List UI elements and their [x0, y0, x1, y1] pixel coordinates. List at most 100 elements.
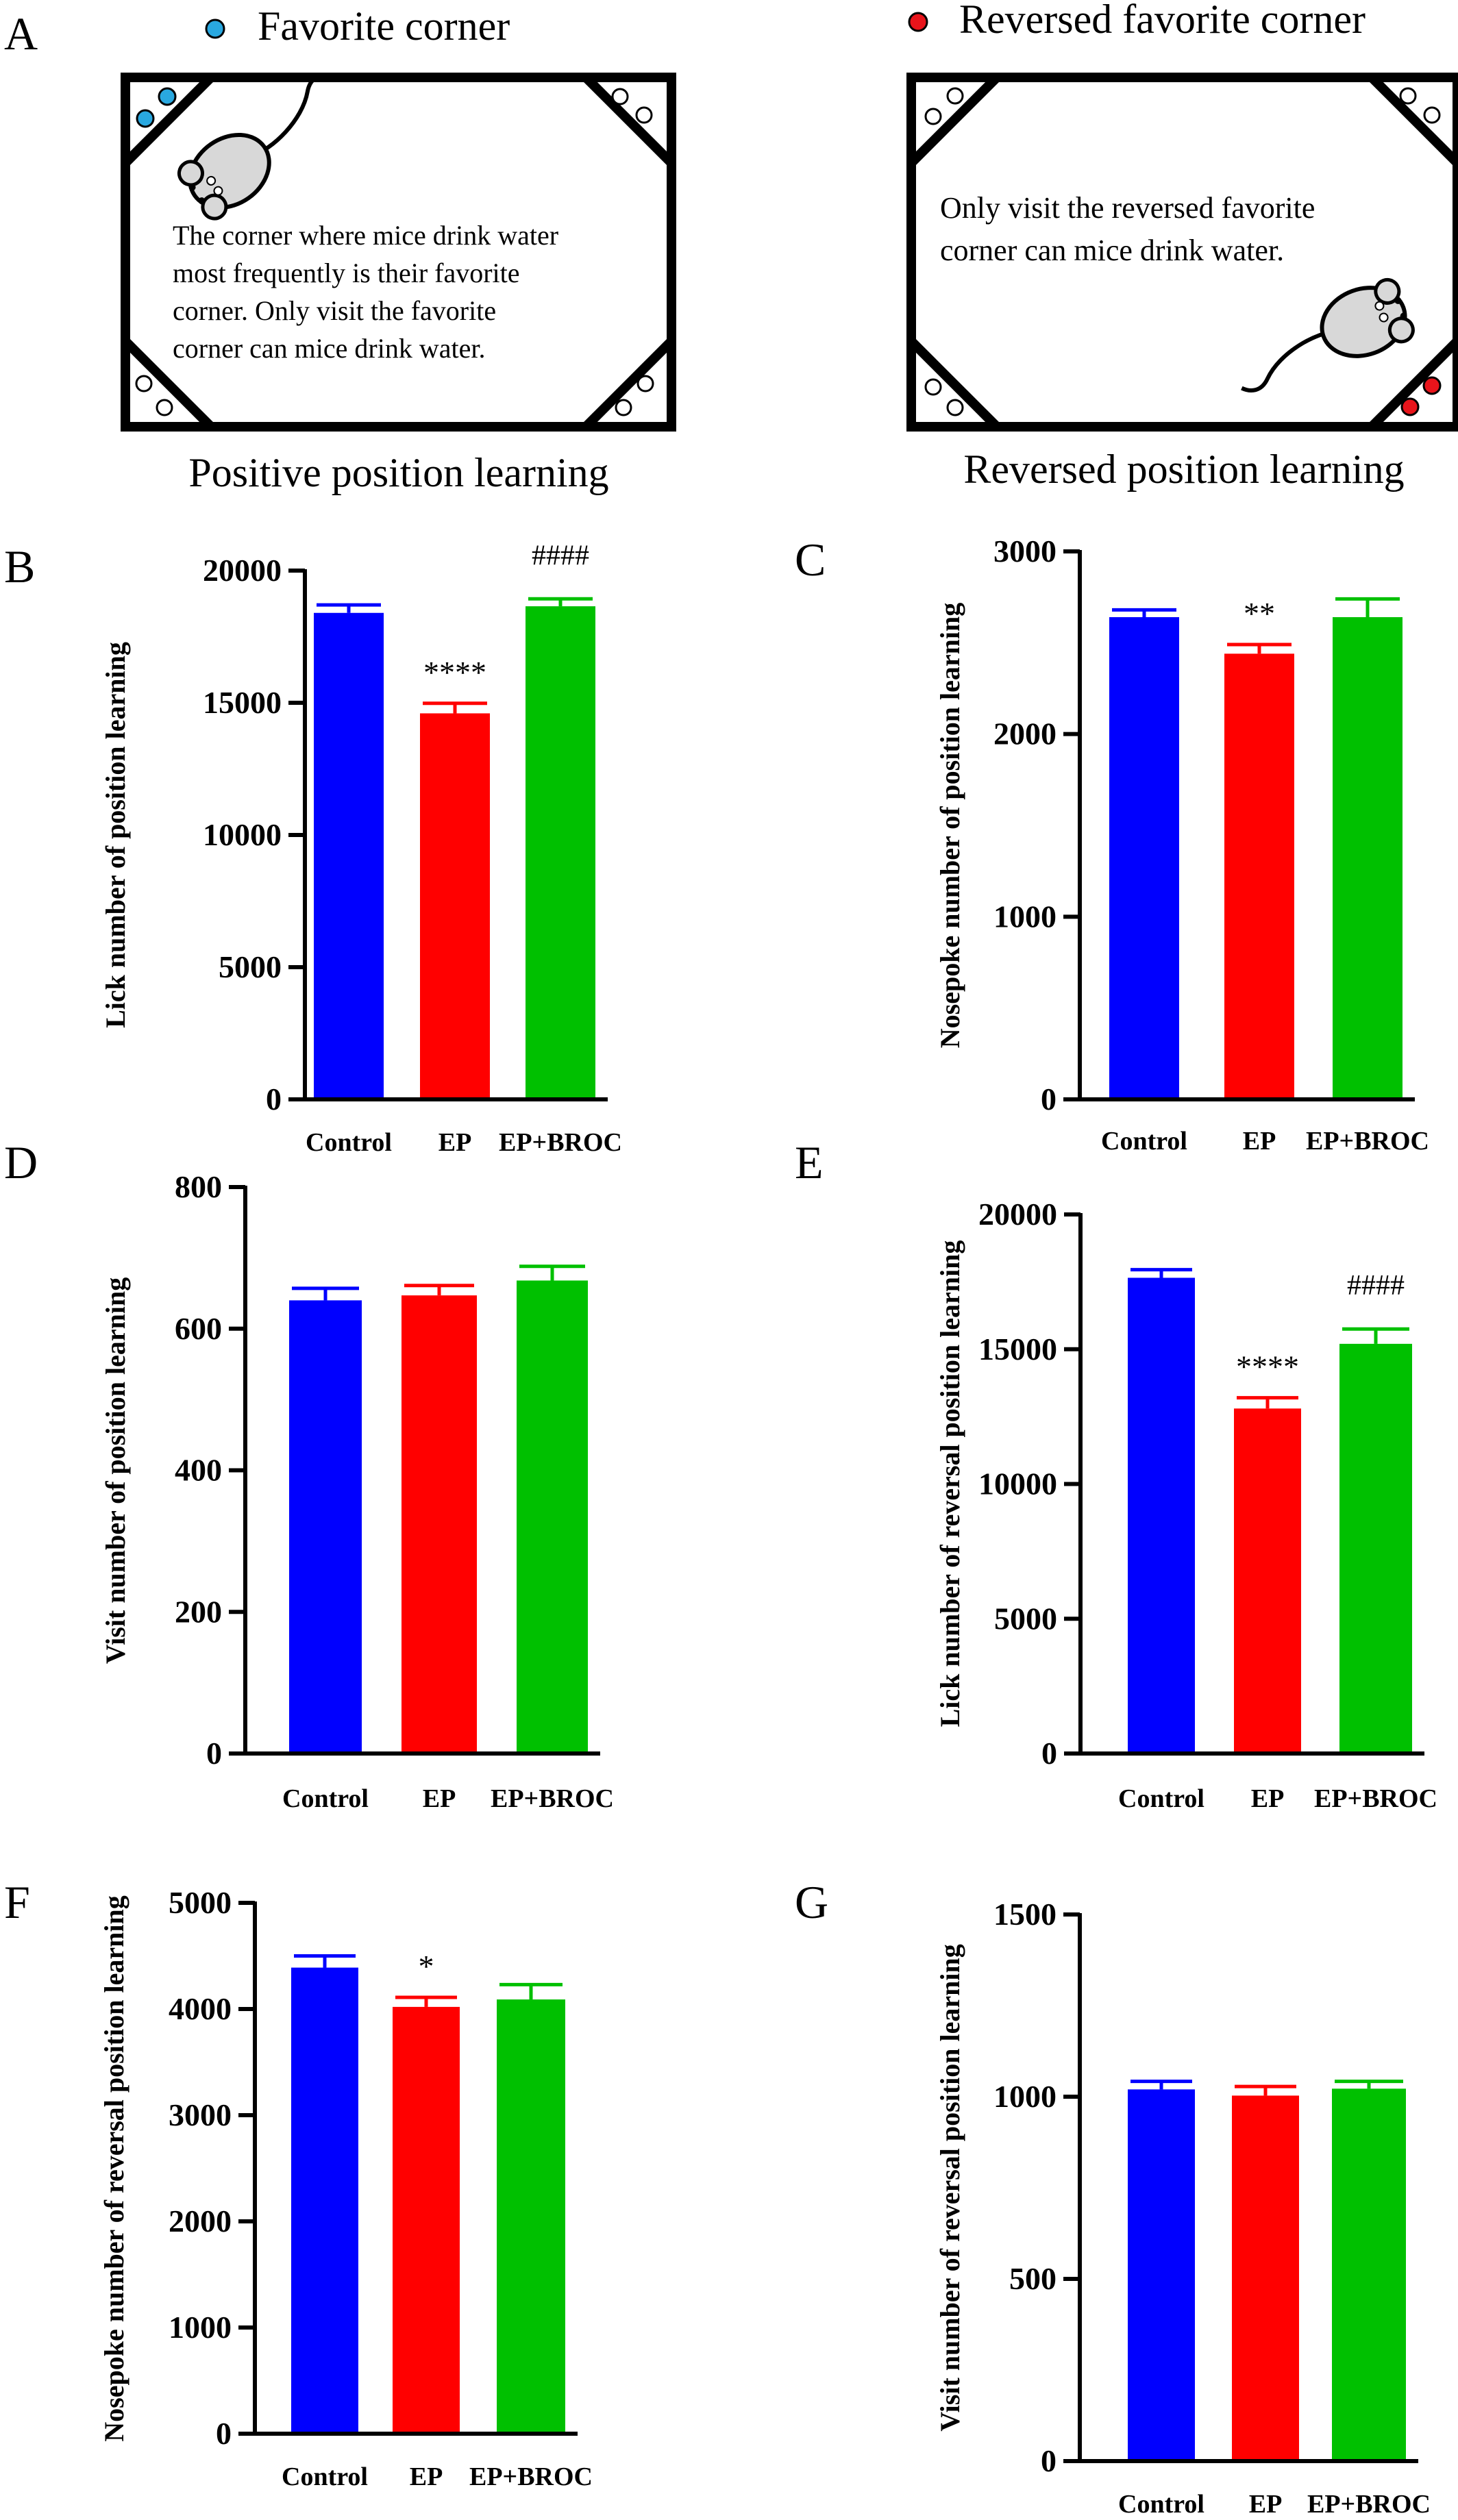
right-corner-dot — [946, 399, 964, 416]
y-axis-label: Nosepoke number of reversal position lea… — [99, 1895, 129, 2441]
y-tick-label: 5000 — [219, 949, 282, 984]
y-tick-label: 20000 — [203, 553, 282, 588]
left-corner-dot — [156, 399, 173, 416]
chart-panel-c: Control ** EP EP+BROC 0 1000 2000 3000 Nosepoke … — [935, 534, 1429, 1156]
y-tick-label: 600 — [175, 1311, 222, 1346]
x-tick-label: Control — [1118, 2490, 1204, 2519]
right-arena-caption: Reversed position learning — [963, 447, 1404, 492]
left-corner-dot — [611, 88, 629, 105]
bar-control — [1109, 617, 1179, 1099]
x-tick-label: EP+BROC — [1314, 1784, 1437, 1813]
x-tick-label: Control — [1118, 1784, 1204, 1813]
left-arena-frame — [121, 73, 676, 432]
significance-annotation: #### — [532, 540, 589, 571]
x-tick-label: EP — [1243, 1127, 1276, 1156]
bar-control — [291, 1967, 358, 2434]
y-tick-label: 1500 — [993, 1897, 1057, 1932]
bar-ep-broc — [526, 606, 595, 1099]
right-arena: Only visit the reversed favorite corner … — [906, 73, 1458, 432]
bar-ep — [401, 1295, 477, 1754]
bar-ep-broc — [1339, 1343, 1412, 1754]
y-tick-label: 1000 — [993, 899, 1057, 934]
y-tick-label: 800 — [175, 1169, 222, 1204]
chart-panel-e: Control **** EP #### EP+BROC 0 5000 10000 15000 2… — [935, 1197, 1437, 1813]
left-favorite-dot-2 — [158, 87, 177, 106]
y-tick-label: 10000 — [203, 817, 282, 852]
y-axis-label: Visit number of position learning — [100, 1277, 131, 1664]
x-tick-label: EP+BROC — [469, 2462, 593, 2491]
left-description-line: most frequently is their favorite — [173, 258, 520, 288]
y-tick-label: 3000 — [993, 534, 1057, 569]
left-favorite-dot-1 — [136, 109, 155, 128]
y-tick-label: 15000 — [203, 685, 282, 720]
bar-ep — [420, 713, 490, 1099]
left-corner-dot — [135, 375, 153, 392]
y-axis-label: Visit number of reversal position learni… — [935, 1944, 965, 2431]
right-corner-dot — [924, 378, 942, 396]
chart-panel-g: Control EP EP+BROC 0 500 1000 1500 Visit number… — [935, 1897, 1431, 2519]
bar-ep-broc — [1332, 2088, 1406, 2461]
x-tick-label: EP+BROC — [1306, 1127, 1429, 1156]
bar-control — [1128, 1277, 1195, 1754]
y-tick-label: 5000 — [994, 1601, 1057, 1636]
right-mouse-illustration — [1241, 277, 1415, 392]
y-tick-label: 0 — [216, 2416, 232, 2451]
reversed-corner-legend-text: Reversed favorite corner — [959, 0, 1366, 42]
x-tick-label: EP — [410, 2462, 443, 2491]
right-corner-dot — [1399, 87, 1417, 105]
right-reversed-dot-2 — [1422, 376, 1442, 395]
left-corner-dot — [635, 106, 653, 124]
y-tick-label: 1000 — [169, 2310, 232, 2345]
panel-letter-f: F — [4, 1876, 30, 1928]
y-tick-label: 2000 — [993, 716, 1057, 751]
bar-ep — [1232, 2095, 1299, 2461]
panel-a: A Favorite corner Reversed favorite corn… — [4, 0, 1458, 495]
x-tick-label: EP+BROC — [491, 1784, 614, 1813]
left-description-line: corner. Only visit the favorite — [173, 295, 496, 326]
right-arena-corners — [908, 74, 1458, 430]
bar-ep — [393, 2006, 460, 2434]
x-tick-label: EP+BROC — [1307, 2490, 1431, 2519]
chart-panel-b: Control **** EP #### EP+BROC 0 5000 10000 15000 2… — [100, 540, 622, 1157]
significance-annotation: **** — [423, 655, 486, 690]
x-tick-label: Control — [282, 2462, 368, 2491]
right-description-line: Only visit the reversed favorite — [940, 191, 1315, 225]
significance-annotation: **** — [1236, 1349, 1299, 1384]
bar-ep-broc — [517, 1280, 588, 1754]
right-corner-dot — [946, 87, 964, 105]
panel-letter-d: D — [4, 1136, 38, 1188]
y-tick-label: 20000 — [978, 1197, 1057, 1232]
y-tick-label: 10000 — [978, 1467, 1057, 1501]
x-tick-label: EP — [423, 1784, 456, 1813]
right-corner-dot — [1423, 106, 1441, 124]
y-tick-label: 500 — [1009, 2261, 1057, 2296]
favorite-corner-legend-dot — [205, 18, 225, 39]
x-tick-label: EP — [1251, 1784, 1285, 1813]
left-description-line: corner can mice drink water. — [173, 333, 485, 364]
bar-ep — [1224, 653, 1294, 1099]
left-mouse-illustration — [177, 73, 331, 221]
right-arena-frame — [906, 73, 1458, 432]
y-axis-label: Nosepoke number of position learning — [935, 603, 965, 1048]
chart-panel-f: Control * EP EP+BROC 0 1000 2000 3000 4000 5000 No… — [99, 1885, 593, 2491]
significance-annotation: ** — [1244, 596, 1275, 631]
bar-ep — [1234, 1408, 1301, 1754]
x-tick-label: Control — [282, 1784, 369, 1813]
y-tick-label: 1000 — [993, 2079, 1057, 2114]
bar-control — [1128, 2089, 1195, 2461]
y-axis-label: Lick number of position learning — [100, 642, 131, 1028]
y-tick-label: 200 — [175, 1594, 222, 1629]
bar-ep-broc — [497, 1999, 565, 2434]
panel-letter-g: G — [795, 1876, 828, 1928]
left-arena-caption: Positive position learning — [188, 450, 608, 495]
bar-control — [289, 1300, 362, 1754]
y-tick-label: 2000 — [169, 2204, 232, 2238]
y-axis-label: Lick number of reversal position learnin… — [935, 1240, 965, 1727]
significance-annotation: #### — [1347, 1270, 1405, 1301]
favorite-corner-legend-text: Favorite corner — [258, 3, 510, 49]
x-tick-label: EP+BROC — [499, 1128, 622, 1157]
bar-ep-broc — [1333, 617, 1403, 1099]
left-arena: The corner where mice drink water most f… — [121, 73, 676, 432]
y-tick-label: 4000 — [169, 1991, 232, 2026]
